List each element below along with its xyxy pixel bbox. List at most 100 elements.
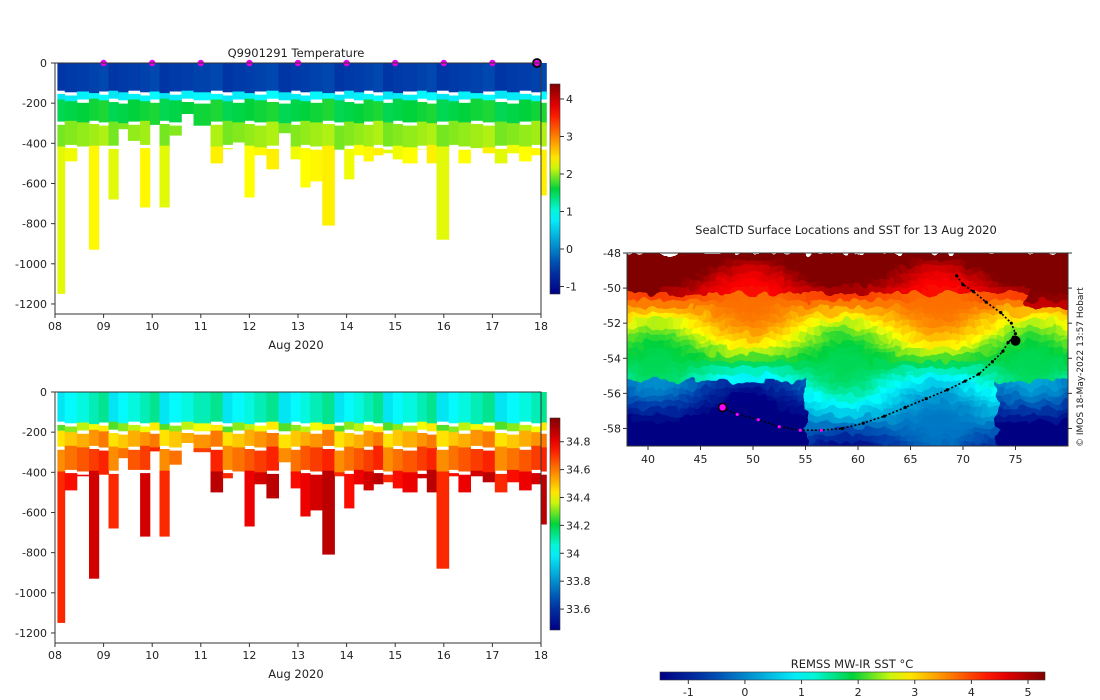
sst-cell — [923, 361, 932, 369]
sst-cell — [1033, 401, 1042, 409]
section-cell — [300, 432, 311, 449]
section-cell — [363, 124, 374, 149]
sst-cell — [901, 286, 910, 295]
sst-cell — [776, 374, 785, 382]
sst-cell — [724, 367, 733, 376]
section-cell — [300, 392, 311, 424]
sst-cell — [908, 381, 917, 389]
sst-cell — [893, 327, 902, 335]
sst-cell — [1026, 340, 1034, 349]
sst-cell — [812, 354, 821, 362]
section-cell — [436, 99, 450, 122]
sst-cell — [1040, 273, 1049, 281]
section-cell — [494, 433, 508, 450]
sst-cell — [827, 259, 836, 268]
sst-cell — [1011, 313, 1020, 322]
sst-cell — [908, 313, 917, 322]
sst-cell — [636, 442, 645, 446]
sst-cell — [871, 327, 880, 335]
section-cell — [507, 469, 520, 483]
sst-cell — [820, 347, 829, 355]
sst-cell — [717, 286, 726, 295]
sst-cell — [864, 361, 873, 369]
sst-cell — [1011, 394, 1020, 403]
sst-cell — [636, 361, 645, 369]
sst-cell — [658, 327, 667, 335]
sst-cell — [849, 327, 858, 335]
sst-cell — [915, 266, 924, 274]
sst-cell — [695, 435, 704, 443]
section-cell — [193, 423, 211, 432]
salinity-x-label: Aug 2020 — [268, 667, 323, 681]
track-point — [777, 425, 781, 429]
sst-cell — [908, 347, 917, 355]
sst-cell — [636, 415, 645, 423]
sst-cell — [996, 253, 1005, 261]
y-tick-label: -800 — [22, 218, 47, 231]
section-cell — [169, 94, 182, 103]
sst-cell — [945, 253, 954, 261]
sst-cell — [1062, 313, 1068, 322]
sst-cell — [1018, 327, 1027, 335]
section-cell — [531, 445, 541, 470]
x-tick-label: 12 — [242, 649, 256, 662]
sst-cell — [636, 367, 645, 376]
sst-cell — [893, 408, 902, 416]
sst-cell — [776, 259, 785, 268]
sst-cell — [687, 401, 696, 409]
sst-cell — [989, 374, 998, 382]
section-cell — [300, 445, 311, 470]
track-point — [1006, 340, 1010, 345]
sst-cell — [893, 394, 902, 403]
section-cell — [448, 473, 459, 477]
section-cell — [222, 445, 233, 470]
sst-cell — [857, 435, 865, 443]
sst-cell — [776, 293, 785, 301]
sst-cell — [842, 334, 851, 342]
sst-cell — [761, 354, 770, 362]
section-cell — [436, 146, 450, 240]
sst-cell — [1018, 340, 1027, 349]
sst-cell — [930, 428, 939, 436]
sst-cell — [945, 381, 954, 389]
sst-cell — [636, 253, 645, 261]
section-cell — [76, 422, 90, 431]
sst-cell — [952, 340, 961, 349]
sst-cell — [783, 428, 792, 436]
sst-cell — [864, 442, 873, 446]
sst-cell — [665, 381, 674, 389]
section-cell — [417, 446, 428, 471]
sst-cell — [798, 347, 807, 355]
sst-cell — [673, 266, 682, 274]
sst-cell — [754, 313, 763, 322]
sst-cell — [739, 394, 748, 403]
sst-cell — [629, 334, 638, 342]
sst-cell — [981, 374, 990, 382]
section-cell — [210, 93, 224, 102]
section-cell — [127, 430, 141, 447]
sst-cell — [702, 415, 711, 423]
sst-cell — [695, 388, 704, 396]
sst-cell — [673, 449, 681, 456]
sst-cell — [717, 408, 726, 416]
sst-cell — [768, 340, 777, 349]
sst-cell — [776, 408, 785, 416]
section-cell — [353, 63, 365, 95]
sst-cell — [879, 280, 887, 288]
sst-cell — [1026, 286, 1034, 295]
sst-cell — [1004, 307, 1012, 315]
sst-cell — [710, 408, 718, 416]
sst-cell — [710, 456, 718, 463]
sst-cell — [658, 273, 667, 281]
sst-cell — [627, 327, 630, 335]
sst-cell — [959, 354, 968, 362]
sst-cell — [665, 340, 674, 349]
section-cell — [417, 421, 428, 430]
section-cell — [507, 92, 520, 101]
sst-cell — [687, 408, 696, 416]
sst-cell — [768, 435, 777, 443]
sst-cell — [673, 415, 682, 423]
sst-cell — [754, 388, 763, 396]
sst-cell — [673, 428, 682, 436]
sst-cell — [915, 408, 924, 416]
